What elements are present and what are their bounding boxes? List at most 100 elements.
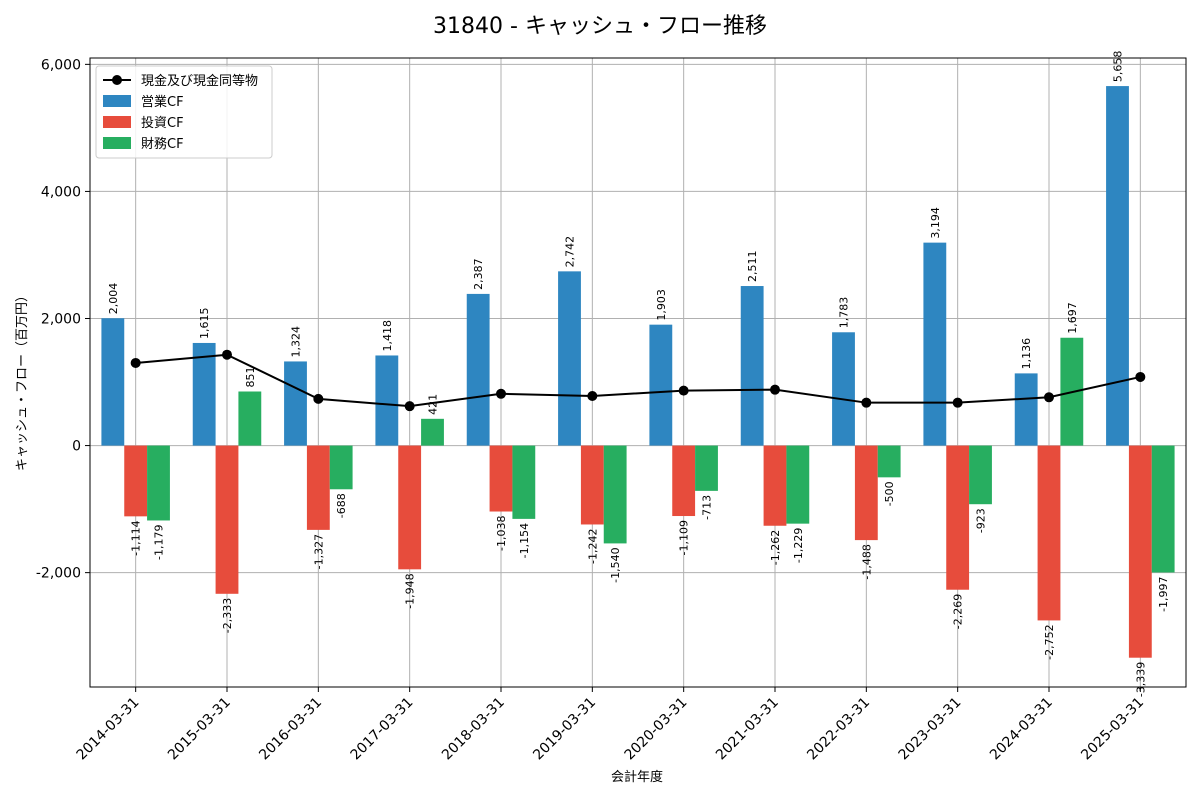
bar [854,445,878,541]
bar [375,355,399,446]
bar-value-label: -1,242 [586,528,599,563]
x-tick-label: 2023-03-31 [896,695,965,764]
bar [306,445,330,530]
x-tick-label: 2020-03-31 [622,695,691,764]
bar [763,445,787,526]
y-tick-label: -2,000 [36,566,81,582]
y-tick-label: 6,000 [41,57,81,73]
bar-value-label: -1,154 [518,523,531,558]
bar [558,271,581,446]
bar-value-label: -713 [701,495,714,520]
x-tick-label: 2017-03-31 [348,695,417,764]
bar-value-label: 421 [427,394,440,415]
bar-value-label: 2,742 [564,236,577,268]
x-tick-label: 2016-03-31 [256,695,325,764]
legend-label: 財務CF [141,137,184,152]
bar-value-label: -1,229 [792,528,805,563]
cash-point [770,384,780,395]
bar [923,242,947,446]
legend-swatch-marker [112,75,122,85]
bar-value-label: -1,262 [769,530,782,565]
label-layer: 2,004 1,615 1,324 1,418 2,387 2,742 1,903 2,511… [107,51,1170,698]
x-tick-label: 2018-03-31 [439,695,508,764]
bar-value-label: -923 [975,508,988,533]
cash-point [130,357,141,368]
bar [580,445,604,525]
cash-point [587,391,598,402]
bar [466,293,490,446]
bar [946,445,970,590]
bar [512,445,536,519]
bar-value-label: -500 [883,481,896,506]
bar [421,418,444,446]
bar-value-label: -3,339 [1134,662,1147,697]
bar-value-label: 851 [244,366,257,387]
y-tick-label: 2,000 [41,311,81,327]
bar [124,445,148,517]
bar-value-label: -1,997 [1157,576,1170,611]
x-tick-label: 2015-03-31 [165,695,234,764]
cash-line [135,353,1141,408]
x-tick-label: 2024-03-31 [987,695,1056,764]
y-axis-title: キャッシュ・フロー（百万円） [15,289,30,471]
bar [489,445,513,512]
bar-value-label: 1,903 [655,289,668,321]
bar [786,445,810,524]
bar [329,445,353,490]
bar-value-label: 2,511 [746,251,759,283]
bar [1106,86,1129,446]
bar [877,445,901,478]
legend-label: 投資CF [141,115,184,131]
bar [695,445,718,491]
bar-value-label: 1,615 [198,307,211,339]
cash-point [404,401,415,412]
bar [398,445,422,570]
cash-point [861,397,872,408]
x-tick-label: 2014-03-31 [74,695,143,764]
y-tick-label: 0 [72,439,81,455]
legend-label: 営業CF [141,94,184,110]
bar-value-label: 1,418 [381,320,394,352]
bar-value-label: -1,179 [153,524,166,559]
bar-value-label: -1,540 [609,547,622,582]
x-tick-label: 2021-03-31 [713,695,782,764]
bar-value-label: -1,114 [130,520,143,555]
legend-swatch [103,137,131,149]
bar [238,391,262,446]
x-tick-label: 2022-03-31 [804,695,873,764]
legend-swatch [103,95,131,107]
chart-title: 31840 - キャッシュ・フロー推移 [433,14,767,39]
plot-frame [89,57,1187,688]
legend-box [95,65,273,159]
bar [101,318,125,446]
bar-value-label: -1,948 [404,573,417,608]
cash-point [1135,371,1146,382]
bar-value-label: 1,783 [838,297,851,329]
x-tick-label: 2025-03-31 [1078,695,1147,764]
cash-point [222,349,232,360]
x-axis-title: 会計年度 [611,769,663,785]
bar-layer [101,86,1175,658]
bar-value-label: 1,697 [1066,302,1079,334]
y-tick-label: 4,000 [41,184,81,200]
cash-point [1044,392,1054,403]
bar-value-label: 1,324 [290,326,303,358]
bar [192,342,216,446]
legend-swatch [103,116,131,128]
cash-point [496,388,506,399]
bar-value-label: -1,488 [860,544,873,579]
bar-value-label: 1,136 [1020,338,1033,370]
bar [672,445,696,517]
bar [740,286,764,446]
line-layer [130,349,1146,412]
bar [1037,445,1061,621]
bar [649,324,673,446]
x-tick-label: 2019-03-31 [530,695,599,764]
bar-value-label: -688 [335,493,348,518]
cash-point [952,397,963,408]
bar-value-label: -2,333 [221,598,234,633]
bar [1014,373,1038,446]
